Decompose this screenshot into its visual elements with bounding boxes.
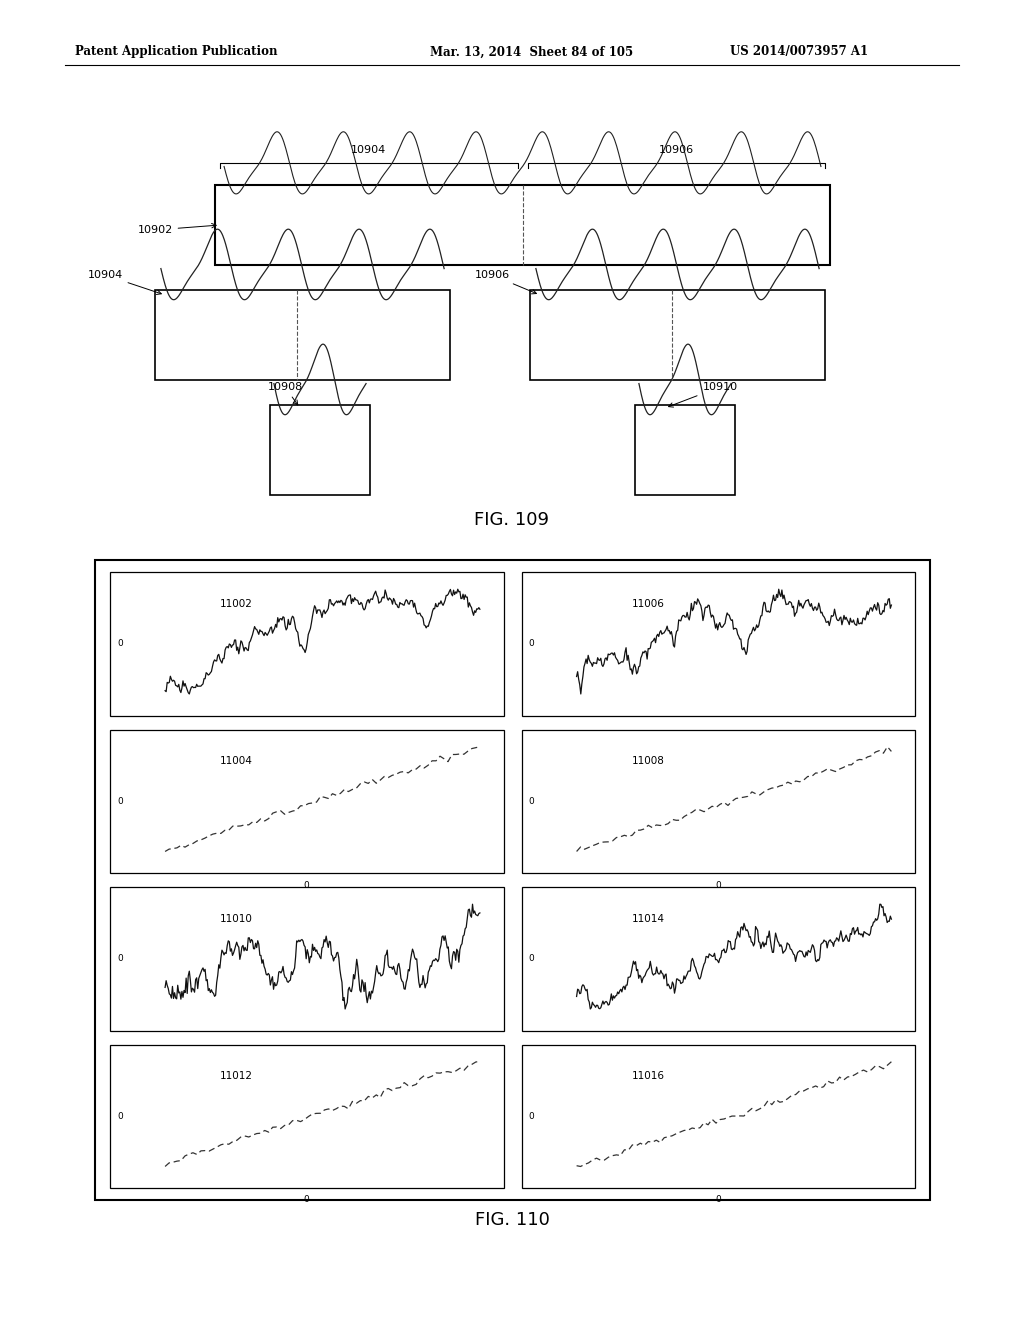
Text: 11008: 11008 bbox=[632, 756, 665, 766]
Bar bbox=[215, 185, 830, 265]
Text: 11004: 11004 bbox=[220, 756, 253, 766]
Text: 0: 0 bbox=[117, 1111, 123, 1121]
Text: 0: 0 bbox=[528, 797, 535, 805]
Text: 0: 0 bbox=[304, 880, 309, 890]
Text: 11002: 11002 bbox=[220, 598, 253, 609]
Bar bbox=[155, 290, 450, 380]
Text: US 2014/0073957 A1: US 2014/0073957 A1 bbox=[730, 45, 868, 58]
Text: 11016: 11016 bbox=[632, 1071, 665, 1081]
Text: 0: 0 bbox=[304, 1196, 309, 1204]
Text: 10908: 10908 bbox=[267, 381, 303, 405]
Text: 10904: 10904 bbox=[351, 145, 386, 154]
Text: 10906: 10906 bbox=[658, 145, 694, 154]
Text: FIG. 110: FIG. 110 bbox=[474, 1210, 550, 1229]
Bar bbox=[521, 730, 915, 873]
Text: 11014: 11014 bbox=[632, 913, 665, 924]
Text: 0: 0 bbox=[117, 639, 123, 648]
Text: 0: 0 bbox=[528, 639, 535, 648]
Bar bbox=[110, 887, 504, 1031]
Text: 10910: 10910 bbox=[669, 381, 737, 407]
Text: 11006: 11006 bbox=[632, 598, 665, 609]
Bar bbox=[110, 730, 504, 873]
Text: 11010: 11010 bbox=[220, 913, 253, 924]
Text: 0: 0 bbox=[528, 954, 535, 964]
Text: 10904: 10904 bbox=[87, 271, 162, 294]
Bar bbox=[521, 1044, 915, 1188]
Bar bbox=[270, 405, 370, 495]
Text: Mar. 13, 2014  Sheet 84 of 105: Mar. 13, 2014 Sheet 84 of 105 bbox=[430, 45, 633, 58]
Text: FIG. 109: FIG. 109 bbox=[474, 511, 550, 529]
Bar bbox=[521, 887, 915, 1031]
Text: 10906: 10906 bbox=[474, 271, 537, 294]
Text: 11012: 11012 bbox=[220, 1071, 253, 1081]
Text: 10902: 10902 bbox=[137, 223, 216, 235]
Bar bbox=[530, 290, 825, 380]
Text: 0: 0 bbox=[716, 1196, 721, 1204]
Text: 0: 0 bbox=[716, 880, 721, 890]
Bar bbox=[110, 572, 504, 715]
Bar bbox=[110, 1044, 504, 1188]
Bar bbox=[635, 405, 735, 495]
Text: 0: 0 bbox=[528, 1111, 535, 1121]
Text: 0: 0 bbox=[117, 797, 123, 805]
Bar bbox=[95, 560, 930, 1200]
Text: 0: 0 bbox=[117, 954, 123, 964]
Text: Patent Application Publication: Patent Application Publication bbox=[75, 45, 278, 58]
Bar bbox=[521, 572, 915, 715]
